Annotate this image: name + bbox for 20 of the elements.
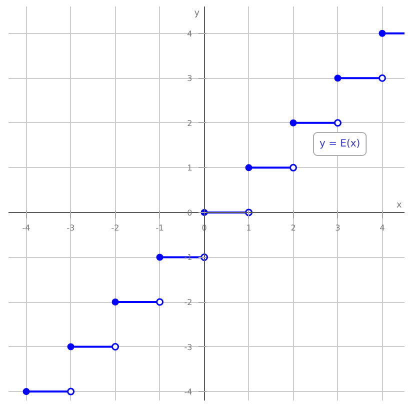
x-tick-label: -3 — [66, 223, 75, 232]
y-tick-label: 1 — [187, 164, 192, 173]
x-axis-title: x — [396, 200, 402, 210]
y-tick-label: 4 — [187, 29, 192, 38]
x-tick-label: -2 — [111, 223, 120, 232]
y-tick-label: 2 — [187, 118, 192, 128]
y-tick-label: 3 — [187, 74, 192, 84]
y-tick-label: -4 — [184, 388, 192, 397]
annotation: y = E(x) — [320, 138, 360, 150]
x-tick-label: 1 — [246, 223, 252, 232]
x-tick-label: 4 — [380, 223, 385, 232]
y-axis-title: y — [194, 8, 200, 18]
y-tick-label: -1 — [184, 253, 192, 262]
point — [378, 30, 386, 37]
x-tick-label: -4 — [22, 223, 30, 232]
y-tick-label: -3 — [184, 342, 192, 352]
x-tick-label: -1 — [156, 223, 164, 232]
x-tick-label: 3 — [335, 223, 340, 232]
y-tick-label: -2 — [184, 298, 192, 307]
x-tick-label: 2 — [290, 223, 296, 232]
